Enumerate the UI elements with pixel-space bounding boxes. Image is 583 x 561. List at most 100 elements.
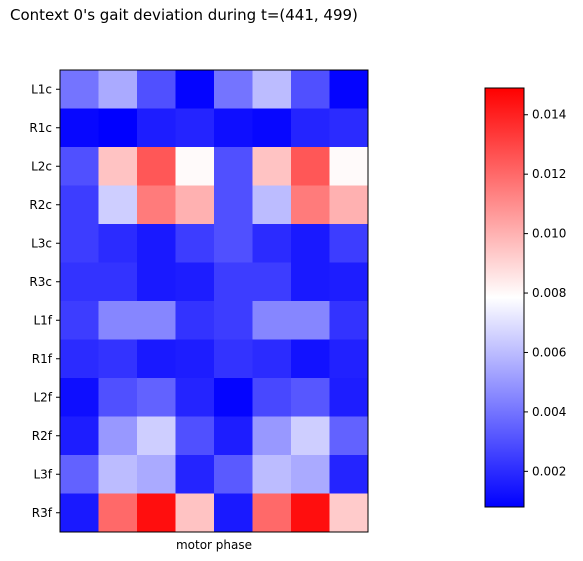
heatmap-cell-L2c-3 [175, 147, 215, 186]
heatmap-cell-R2f-4 [214, 416, 253, 456]
heatmap-cell-L1c-5 [252, 70, 292, 109]
plot-frame [59, 69, 369, 533]
heatmap-cell-R3c-4 [214, 262, 253, 302]
heatmap-cell-R1c-0 [60, 108, 99, 148]
heatmap-cell-R2c-0 [60, 185, 99, 225]
heatmap-cells [60, 70, 369, 533]
heatmap-cell-R3c-0 [60, 262, 99, 302]
heatmap-cell-R1f-3 [175, 339, 215, 379]
heatmap-cell-R2c-2 [137, 185, 176, 225]
heatmap-cell-L3c-3 [175, 224, 215, 263]
heatmap-cell-L3c-6 [291, 224, 330, 263]
heatmap-cell-L2f-4 [214, 378, 253, 417]
colorbar-tick-label-0: 0.002 [532, 464, 566, 478]
heatmap-cell-L2c-4 [214, 147, 253, 186]
colorbar-tick-label-3: 0.008 [532, 286, 566, 300]
heatmap-cell-R3f-3 [175, 493, 215, 533]
heatmap-cell-L1f-3 [175, 301, 215, 340]
row-label-R3c: R3c [29, 275, 52, 289]
heatmap-cell-L3f-5 [252, 455, 292, 494]
heatmap-cell-R2c-7 [329, 185, 369, 225]
chart-title: Context 0's gait deviation during t=(441… [10, 6, 358, 24]
heatmap-cell-R3f-5 [252, 493, 292, 533]
row-label-L2c: L2c [31, 159, 52, 173]
heatmap-cell-L3f-6 [291, 455, 330, 494]
heatmap-cell-R2f-3 [175, 416, 215, 456]
heatmap-cell-R1c-2 [137, 108, 176, 148]
heatmap-cell-L1c-3 [175, 70, 215, 109]
heatmap-cell-R1c-7 [329, 108, 369, 148]
heatmap-cell-L2c-2 [137, 147, 176, 186]
heatmap-cell-R1c-5 [252, 108, 292, 148]
heatmap-cell-R2f-6 [291, 416, 330, 456]
heatmap-cell-L1c-7 [329, 70, 369, 109]
heatmap-cell-L2c-6 [291, 147, 330, 186]
row-labels: L1c R1c L2c R2c L3c R3c L1f R1f L2f R2f L3f R3f [29, 82, 60, 520]
heatmap-cell-L3c-5 [252, 224, 292, 263]
heatmap-cell-R3c-1 [98, 262, 138, 302]
heatmap-cell-L2c-5 [252, 147, 292, 186]
x-axis-label: motor phase [176, 538, 252, 552]
row-label-R1c: R1c [29, 121, 52, 135]
heatmap-cell-R2c-3 [175, 185, 215, 225]
colorbar [484, 87, 525, 508]
heatmap-cell-L1f-7 [329, 301, 369, 340]
colorbar-tick-label-4: 0.010 [532, 227, 566, 241]
heatmap-cell-L1c-2 [137, 70, 176, 109]
row-label-L3f: L3f [33, 467, 52, 481]
heatmap-cell-L1c-0 [60, 70, 99, 109]
colorbar-tick-label-5: 0.012 [532, 167, 566, 181]
heatmap-cell-R1c-6 [291, 108, 330, 148]
heatmap-cell-R1c-3 [175, 108, 215, 148]
heatmap-cell-L2f-3 [175, 378, 215, 417]
heatmap-cell-R2c-5 [252, 185, 292, 225]
heatmap-cell-L3f-0 [60, 455, 99, 494]
heatmap-cell-R1c-4 [214, 108, 253, 148]
heatmap-cell-L3f-3 [175, 455, 215, 494]
heatmap-cell-L2c-0 [60, 147, 99, 186]
colorbar-tick-label-2: 0.006 [532, 345, 566, 359]
heatmap-cell-L1c-4 [214, 70, 253, 109]
heatmap-cell-L3c-4 [214, 224, 253, 263]
heatmap-cell-L3c-0 [60, 224, 99, 263]
heatmap-cell-R2f-0 [60, 416, 99, 456]
heatmap-cell-R1f-7 [329, 339, 369, 379]
heatmap-cell-R3f-4 [214, 493, 253, 533]
heatmap-cell-L3c-1 [98, 224, 138, 263]
heatmap-cell-L1c-1 [98, 70, 138, 109]
row-label-R1f: R1f [32, 352, 53, 366]
heatmap-cell-R1c-1 [98, 108, 138, 148]
heatmap-cell-R2f-1 [98, 416, 138, 456]
heatmap-cell-R2c-1 [98, 185, 138, 225]
heatmap-cell-L2f-7 [329, 378, 369, 417]
heatmap-cell-L2f-6 [291, 378, 330, 417]
heatmap-cell-R2f-7 [329, 416, 369, 456]
heatmap-cell-R3c-7 [329, 262, 369, 302]
row-label-R3f: R3f [32, 506, 53, 520]
row-label-R2c: R2c [29, 198, 52, 212]
heatmap-cell-L1f-1 [98, 301, 138, 340]
heatmap-cell-L1c-6 [291, 70, 330, 109]
heatmap-cell-L2f-1 [98, 378, 138, 417]
heatmap-cell-R2f-5 [252, 416, 292, 456]
heatmap-cell-L3f-1 [98, 455, 138, 494]
heatmap-cell-R3f-6 [291, 493, 330, 533]
heatmap-cell-R3c-3 [175, 262, 215, 302]
heatmap-cell-L1f-6 [291, 301, 330, 340]
heatmap-cell-R3c-2 [137, 262, 176, 302]
heatmap-cell-R2f-2 [137, 416, 176, 456]
row-label-L1c: L1c [31, 82, 52, 96]
heatmap-cell-L2f-5 [252, 378, 292, 417]
heatmap-cell-R1f-1 [98, 339, 138, 379]
heatmap-cell-R2c-6 [291, 185, 330, 225]
heatmap-cell-R1f-2 [137, 339, 176, 379]
heatmap-cell-R2c-4 [214, 185, 253, 225]
heatmap-cell-L2c-1 [98, 147, 138, 186]
heatmap-cell-R3c-6 [291, 262, 330, 302]
row-label-L2f: L2f [33, 390, 52, 404]
heatmap-cell-R3f-7 [329, 493, 369, 533]
heatmap-cell-R1f-5 [252, 339, 292, 379]
heatmap-cell-R1f-4 [214, 339, 253, 379]
